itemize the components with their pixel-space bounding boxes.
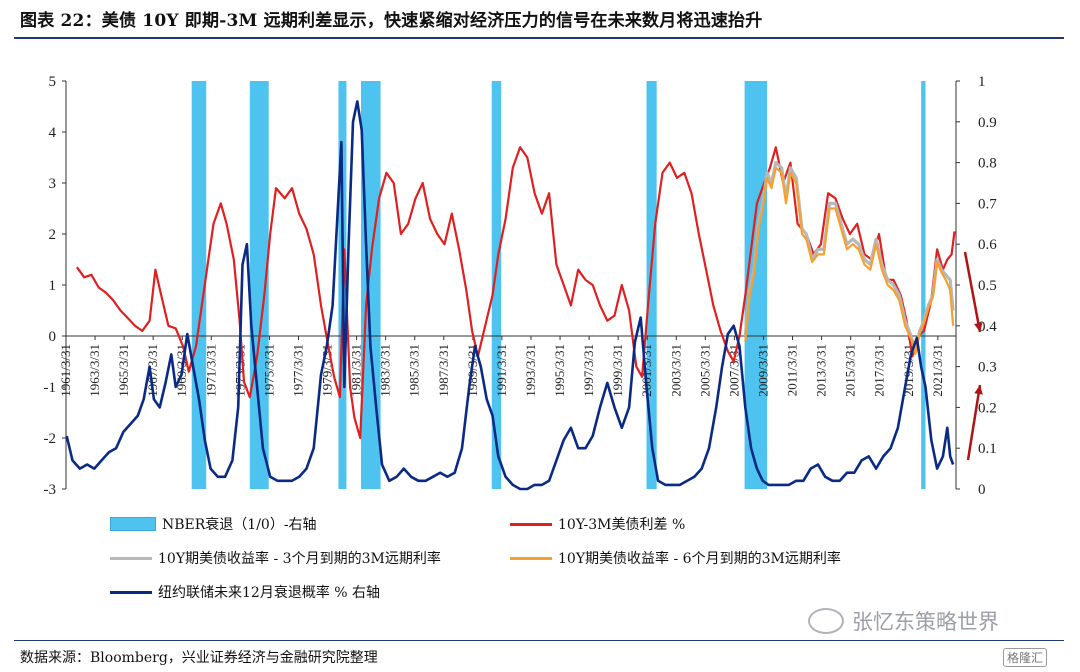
- right-tick-label: 0.9: [978, 115, 997, 131]
- right-tick-label: 0.2: [978, 400, 997, 416]
- recession-band-3: [360, 81, 381, 489]
- legend-swatch-gray3m: [110, 556, 152, 560]
- source-note: 数据来源：Bloomberg，兴业证券经济与金融研究院整理: [20, 650, 378, 666]
- wechat-icon: [808, 608, 844, 634]
- watermark-text: 张忆东策略世界: [852, 610, 999, 634]
- title-divider: [14, 37, 1064, 39]
- series-line-nyfed: [65, 100, 955, 491]
- recession-band-0: [191, 81, 207, 489]
- left-tick-label: -3: [44, 482, 57, 498]
- x-tick-label: 2015/3/31: [843, 344, 858, 397]
- legend: NBER衰退（1/0）-右轴 10Y-3M美债利差 % 10Y期美债收益率 - …: [110, 514, 1010, 614]
- x-tick-label: 1961/3/31: [58, 344, 73, 397]
- recession-band-5: [646, 81, 657, 489]
- legend-item-nber: NBER衰退（1/0）-右轴: [110, 514, 317, 534]
- legend-item-nyfed: 纽约联储未来12月衰退概率 % 右轴: [110, 582, 380, 602]
- legend-item-orange6m: 10Y期美债收益率 - 6个月到期的3M远期利率: [510, 548, 841, 568]
- x-tick-label: 2005/3/31: [697, 344, 712, 397]
- watermark: 张忆东策略世界: [808, 606, 999, 636]
- legend-swatch-nyfed: [110, 590, 152, 594]
- x-tick-label: 1971/3/31: [203, 344, 218, 397]
- left-tick-label: 5: [49, 74, 57, 90]
- left-tick-label: 0: [49, 329, 57, 345]
- legend-label-gray3m: 10Y期美债收益率 - 3个月到期的3M远期利率: [158, 551, 441, 567]
- x-tick-label: 1981/3/31: [349, 344, 364, 397]
- legend-swatch-spread: [510, 522, 552, 526]
- x-tick-label: 1991/3/31: [494, 344, 509, 397]
- arrow-down-head: [974, 322, 983, 332]
- x-tick-label: 1967/3/31: [145, 344, 160, 397]
- x-tick-label: 1997/3/31: [581, 344, 596, 397]
- left-tick-label: 1: [49, 278, 57, 294]
- x-tick-label: 1977/3/31: [290, 344, 305, 397]
- x-tick-label: 2009/3/31: [755, 344, 770, 397]
- recession-band-7: [921, 81, 926, 489]
- right-tick-label: 0.5: [978, 278, 997, 294]
- legend-item-spread: 10Y-3M美债利差 %: [510, 514, 685, 534]
- right-tick-label: 0.8: [978, 156, 997, 172]
- left-tick-label: 3: [49, 176, 57, 192]
- arrow-up-shaft: [966, 384, 982, 461]
- legend-swatch-orange6m: [510, 556, 552, 560]
- right-tick-label: 0.6: [978, 237, 997, 253]
- recession-band-1: [249, 81, 269, 489]
- left-tick-label: -1: [44, 380, 57, 396]
- left-tick-label: 2: [49, 227, 57, 243]
- x-tick-label: 1987/3/31: [436, 344, 451, 397]
- axes: -3 -2 -1 0 1 2 3 4 5 0 0.1 0.2 0.3 0.4 0.5 0.6 0.7 0.8 0.9…: [44, 74, 998, 498]
- legend-label-spread: 10Y-3M美债利差 %: [558, 517, 686, 533]
- legend-label-nyfed: 纽约联储未来12月衰退概率 % 右轴: [158, 585, 381, 601]
- x-tick-label: 2003/3/31: [668, 344, 683, 397]
- x-tick-label: 1985/3/31: [407, 344, 422, 397]
- right-tick-label: 0.1: [978, 441, 997, 457]
- chart-canvas: -3 -2 -1 0 1 2 3 4 5 0 0.1 0.2 0.3 0.4 0.5 0.6 0.7 0.8 0.9…: [44, 74, 998, 498]
- recession-bands: [191, 81, 926, 489]
- right-tick-label: 1: [978, 74, 986, 90]
- x-tick-label: 1965/3/31: [116, 344, 131, 397]
- x-tick-label: 2017/3/31: [872, 344, 887, 397]
- publisher-badge: 格隆汇: [1003, 648, 1048, 667]
- x-tick-label: 1963/3/31: [87, 344, 102, 397]
- chart-title: 图表 22：美债 10Y 即期-3M 远期利差显示，快速紧缩对经济压力的信号在未…: [20, 11, 763, 31]
- recession-band-6: [744, 81, 768, 489]
- x-tick-label: 1999/3/31: [610, 344, 625, 397]
- legend-label-orange6m: 10Y期美债收益率 - 6个月到期的3M远期利率: [558, 551, 841, 567]
- x-tick-label: 1975/3/31: [261, 344, 276, 397]
- series-line-orange6m: [744, 166, 955, 355]
- right-tick-label: 0: [978, 482, 986, 498]
- left-tick-label: 4: [49, 125, 57, 141]
- right-tick-label: 0.4: [978, 319, 997, 335]
- right-tick-label: 0.7: [978, 196, 997, 212]
- legend-swatch-nber: [110, 517, 156, 531]
- x-tick-label: 2021/3/31: [930, 344, 945, 397]
- x-tick-label: 2011/3/31: [785, 344, 800, 396]
- x-tick-label: 1983/3/31: [378, 344, 393, 397]
- arrow-up-head: [974, 385, 983, 395]
- right-tick-label: 0.3: [978, 360, 997, 376]
- x-tick-label: 1995/3/31: [552, 344, 567, 397]
- arrow-down-shaft: [963, 251, 982, 333]
- series-lines: [65, 100, 956, 491]
- x-tick-label: 1993/3/31: [523, 344, 538, 397]
- legend-label-nber: NBER衰退（1/0）-右轴: [162, 517, 317, 533]
- footer-divider: [14, 640, 1064, 641]
- x-tick-label: 2013/3/31: [814, 344, 829, 397]
- left-tick-label: -2: [44, 431, 57, 447]
- annotation-arrows: [963, 251, 983, 461]
- recession-band-4: [491, 81, 502, 489]
- legend-item-gray3m: 10Y期美债收益率 - 3个月到期的3M远期利率: [110, 548, 441, 568]
